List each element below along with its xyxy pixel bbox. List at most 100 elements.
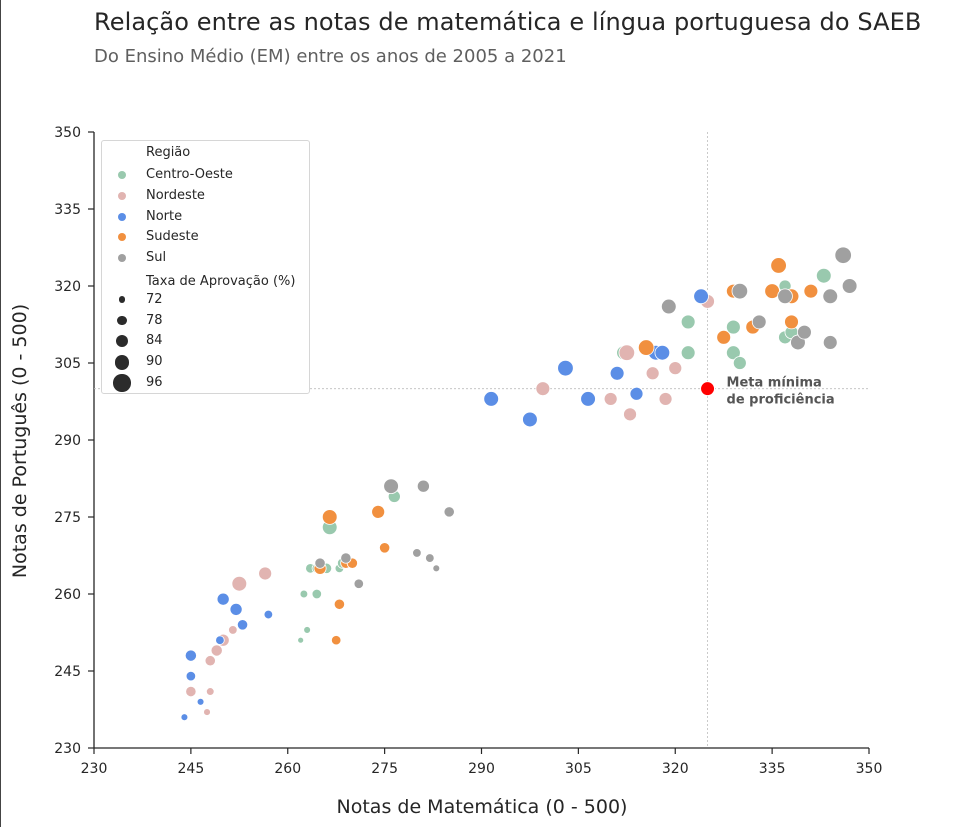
point-sul — [841, 278, 858, 294]
point-sul — [443, 506, 455, 518]
y-tick-label: 305 — [54, 356, 81, 372]
y-tick-label: 350 — [54, 125, 81, 141]
legend-item: Sudeste — [102, 228, 309, 248]
point-norte — [185, 670, 197, 682]
legend-item: Nordeste — [102, 187, 309, 207]
point-norte — [483, 391, 499, 407]
legend-item: Sul — [102, 249, 309, 269]
legend-size-title: Taxa de Aprovação (%) — [146, 274, 296, 289]
y-tick-label: 230 — [54, 741, 81, 757]
point-sudeste — [333, 598, 346, 610]
legend-marker — [118, 233, 126, 242]
point-sul — [416, 479, 430, 493]
frame-edge — [0, 0, 1, 827]
point-norte — [215, 635, 225, 645]
point-centro-oeste — [299, 589, 309, 599]
y-tick-label: 290 — [54, 433, 81, 449]
chart-subtitle: Do Ensino Médio (EM) entre os anos de 20… — [94, 46, 567, 67]
point-centro-oeste — [726, 345, 741, 361]
point-norte — [522, 411, 538, 428]
point-nordeste — [618, 344, 636, 361]
point-centro-oeste — [726, 319, 741, 335]
legend-marker — [118, 171, 126, 179]
y-tick-label: 260 — [54, 587, 81, 603]
point-centro-oeste — [815, 267, 832, 284]
legend-label: Centro-Oeste — [146, 167, 233, 182]
legend-label: Sudeste — [146, 229, 199, 245]
point-sudeste — [784, 314, 799, 330]
legend-item: Centro-Oeste — [102, 166, 309, 186]
x-tick-label: 275 — [371, 761, 398, 777]
legend-size-label: 78 — [146, 312, 163, 328]
point-nordeste — [228, 625, 238, 635]
point-norte — [180, 713, 189, 722]
point-norte — [184, 649, 197, 662]
legend: Região Centro-Oeste Nordeste Norte Sudeste S… — [101, 140, 310, 394]
point-sudeste — [379, 542, 391, 554]
chart-title: Relação entre as notas de matemática e l… — [94, 8, 922, 36]
legend-marker — [118, 254, 126, 263]
point-sul — [314, 557, 326, 569]
point-sul — [777, 288, 793, 305]
y-tick-label: 320 — [54, 279, 81, 295]
legend-size-item: 72 — [102, 291, 309, 311]
point-norte — [629, 386, 644, 401]
point-sudeste — [716, 329, 732, 345]
point-centro-oeste — [680, 314, 696, 330]
x-axis-label: Notas de Matemática (0 - 500) — [336, 796, 628, 818]
x-tick-label: 305 — [565, 761, 592, 777]
target-marker — [700, 381, 716, 397]
axis-ticks: 230 245 260 275 290 305 320 335 350 230 245 260 275 2… — [54, 125, 882, 777]
legend-size-marker — [114, 354, 130, 370]
x-tick-label: 245 — [178, 761, 205, 777]
point-centro-oeste — [297, 636, 305, 644]
x-tick-label: 230 — [81, 761, 108, 777]
legend-hue-title: Região — [146, 145, 191, 160]
point-norte — [196, 697, 205, 706]
point-nordeste — [203, 708, 211, 716]
legend-size-marker — [115, 335, 129, 348]
point-norte — [263, 609, 274, 620]
legend-size-label: 96 — [146, 375, 163, 390]
legend-label: Nordeste — [146, 187, 205, 203]
point-sul — [383, 478, 399, 495]
y-tick-label: 335 — [54, 202, 81, 218]
legend-size-item: 96 — [102, 374, 309, 394]
y-tick-label: 245 — [54, 664, 81, 680]
point-nordeste — [210, 644, 223, 657]
x-tick-label: 350 — [856, 761, 883, 777]
point-nordeste — [645, 366, 660, 381]
point-nordeste — [231, 575, 248, 592]
legend-label: Sul — [146, 250, 167, 266]
point-sul — [822, 335, 838, 350]
point-nordeste — [658, 392, 673, 406]
legend-marker — [118, 212, 126, 221]
point-nordeste — [205, 687, 215, 696]
legend-size-item: 84 — [102, 332, 309, 352]
point-sul — [834, 246, 852, 264]
proficiency-target: Meta mínima de proficiência — [700, 376, 835, 408]
point-nordeste — [258, 566, 273, 581]
point-norte — [557, 359, 574, 377]
point-norte — [229, 602, 243, 616]
point-centro-oeste — [311, 588, 322, 600]
legend-marker — [118, 191, 126, 200]
point-centro-oeste — [303, 626, 311, 634]
point-nordeste — [668, 361, 683, 376]
point-sul — [353, 578, 364, 589]
legend-size-marker — [118, 296, 126, 304]
point-sudeste — [637, 339, 655, 356]
point-nordeste — [603, 392, 618, 406]
point-sul — [731, 282, 749, 300]
point-sudeste — [321, 509, 338, 525]
legend-size-label: 72 — [146, 291, 163, 307]
point-sudeste — [331, 635, 342, 646]
point-sul — [751, 314, 767, 330]
point-sul — [432, 564, 441, 573]
point-centro-oeste — [732, 356, 747, 370]
point-norte — [609, 365, 625, 381]
point-nordeste — [204, 655, 216, 667]
legend-size-item: 90 — [102, 353, 309, 373]
x-tick-label: 290 — [468, 761, 495, 777]
legend-size-marker — [113, 374, 131, 392]
